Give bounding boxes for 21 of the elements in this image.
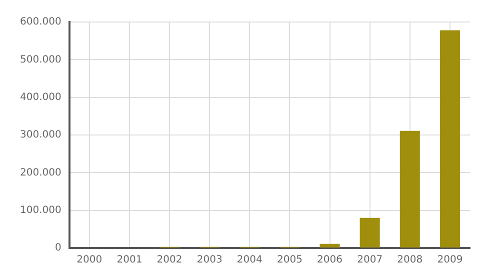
bar xyxy=(360,218,380,248)
x-tick-label: 2000 xyxy=(76,254,102,266)
y-tick-label: 400.000 xyxy=(20,92,62,103)
x-tick-label: 2008 xyxy=(397,254,423,266)
x-tick-label: 2009 xyxy=(437,254,463,266)
bar xyxy=(400,130,420,248)
x-tick-label: 2007 xyxy=(357,254,383,266)
y-tick-label: 200.000 xyxy=(20,167,62,178)
bar xyxy=(440,30,460,248)
x-tick-label: 2002 xyxy=(156,254,182,266)
x-tick-label: 2001 xyxy=(116,254,142,266)
y-tick-label: 500.000 xyxy=(20,54,62,66)
y-tick-label: 300.000 xyxy=(20,130,62,141)
bar xyxy=(320,244,340,248)
x-tick-label: 2006 xyxy=(317,254,342,266)
y-tick-label: 600.000 xyxy=(20,16,62,28)
y-tick-label: 100.000 xyxy=(20,204,62,216)
x-tick-label: 2003 xyxy=(196,254,222,266)
y-tick-label: 0 xyxy=(54,242,62,254)
x-tick-label: 2004 xyxy=(236,254,262,266)
x-tick-label: 2005 xyxy=(276,254,302,266)
